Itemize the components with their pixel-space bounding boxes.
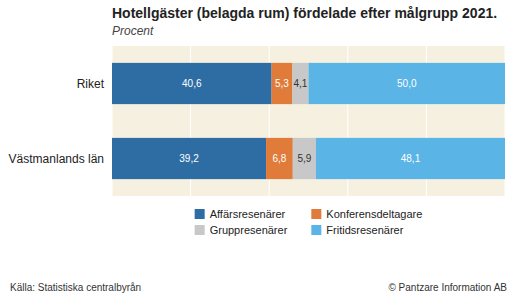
- annotation: Källa: Statistiska centralbyrån: [10, 282, 141, 293]
- footer: Källa: Statistiska centralbyrån © Pantzar…: [10, 282, 507, 293]
- data-label: 40,6: [182, 78, 202, 89]
- category-label: Riket: [77, 77, 105, 91]
- title: Hotellgäster (belagda rum) fördelade eft…: [112, 5, 497, 21]
- bar-segment: [293, 138, 316, 179]
- legend-swatch: [195, 209, 205, 219]
- legend-item: Konferensdeltagare: [311, 208, 422, 220]
- data-labels: 40,6 39,2 5,3 6,8 4,1 5,9 50,0 48,1: [179, 78, 420, 164]
- legend-item: Gruppresenärer: [195, 224, 288, 236]
- bar-segment: [309, 63, 506, 104]
- legend-item: Fritidsresenärer: [311, 224, 403, 236]
- subtitle: Procent: [112, 24, 154, 38]
- grid: [112, 46, 505, 196]
- data-label: 48,1: [401, 153, 421, 164]
- data-label: 5,3: [275, 78, 289, 89]
- plot-background: [112, 46, 505, 196]
- data-label: 6,8: [272, 153, 286, 164]
- legend-label: Fritidsresenärer: [326, 224, 403, 236]
- bar-segment: [272, 63, 293, 104]
- legend-label: Affärsresenärer: [210, 208, 286, 220]
- bar-segment: [292, 63, 308, 104]
- bar-segment: [112, 138, 266, 179]
- data-label: 5,9: [297, 153, 311, 164]
- data-label: 50,0: [397, 78, 417, 89]
- legend-item: Affärsresenärer: [195, 208, 286, 220]
- legend-label: Gruppresenärer: [210, 224, 288, 236]
- bar-segment: [112, 63, 272, 104]
- data-label: 39,2: [179, 153, 199, 164]
- bar-segment: [316, 138, 505, 179]
- legend-swatch: [311, 209, 321, 219]
- bars: [112, 63, 505, 179]
- y-axis: Riket Västmanlands län: [9, 77, 105, 166]
- bar-segment: [266, 138, 293, 179]
- data-label: 4,1: [293, 78, 307, 89]
- legend-swatch: [195, 225, 205, 235]
- legend: Affärsresenärer Konferensdeltagare Gruppre…: [195, 208, 423, 236]
- annotation: © Pantzare Information AB: [388, 282, 507, 293]
- category-label: Västmanlands län: [9, 152, 104, 166]
- chart: Hotellgäster (belagda rum) fördelade eft…: [0, 0, 517, 299]
- legend-label: Konferensdeltagare: [326, 208, 422, 220]
- legend-swatch: [311, 225, 321, 235]
